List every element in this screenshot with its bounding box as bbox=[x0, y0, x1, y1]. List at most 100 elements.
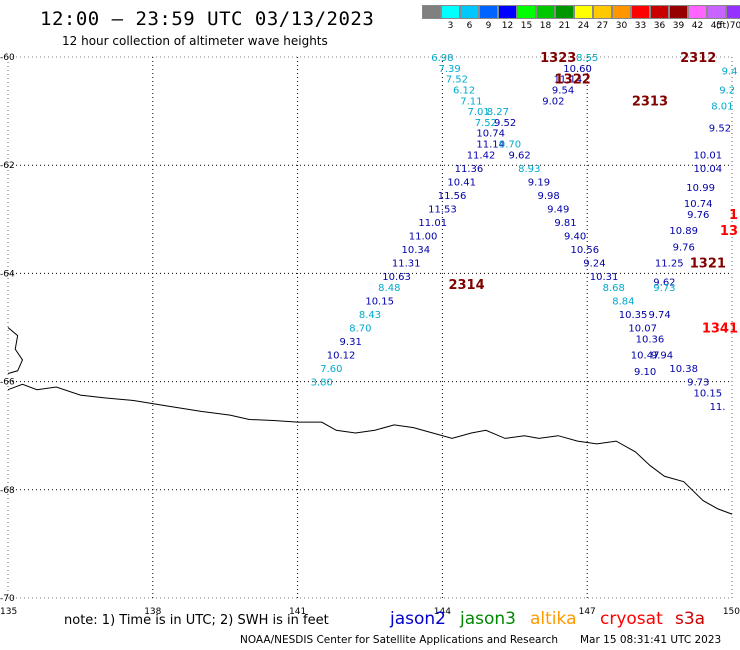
wave-height-label: 8.48 bbox=[378, 283, 400, 294]
pass-number-label: 2313 bbox=[632, 94, 668, 109]
wave-height-label: 9.19 bbox=[528, 177, 550, 188]
wave-height-label: 10.99 bbox=[686, 183, 715, 194]
legend-swatch bbox=[422, 5, 441, 19]
wave-height-label: 9.54 bbox=[552, 85, 574, 96]
lon-tick-label: 138 bbox=[144, 607, 161, 617]
wave-height-label: 3.80 bbox=[311, 378, 333, 389]
wave-height-label: 9.52 bbox=[494, 118, 516, 129]
lat-tick-label: -68 bbox=[0, 486, 15, 496]
wave-height-label: 10.60 bbox=[563, 64, 592, 75]
pass-number-label: 2312 bbox=[680, 51, 716, 66]
legend-swatch bbox=[688, 5, 707, 19]
wave-height-label: 9.73 bbox=[687, 378, 709, 389]
wave-height-label: 10.89 bbox=[669, 226, 698, 237]
wave-height-label: 11.14 bbox=[476, 140, 505, 151]
wave-height-label: 10.01 bbox=[694, 150, 723, 161]
wave-height-label: 8.43 bbox=[359, 310, 381, 321]
wave-height-label: 10.15 bbox=[365, 296, 394, 307]
wave-height-label: 9.76 bbox=[687, 210, 709, 221]
legend-label: 70 bbox=[729, 21, 740, 31]
pass-number-label: 1 bbox=[729, 208, 738, 223]
legend-label: 27 bbox=[596, 21, 609, 31]
wave-height-label: 9.81 bbox=[554, 218, 576, 229]
legend-label: 15 bbox=[520, 21, 533, 31]
wave-height-label: 9.74 bbox=[648, 310, 670, 321]
legend-label: 24 bbox=[577, 21, 590, 31]
legend-label: 45 bbox=[710, 21, 723, 31]
wave-height-label: 9.40 bbox=[564, 232, 586, 243]
wave-height-label: 7.39 bbox=[439, 64, 461, 75]
satellite-jason3: jason3 bbox=[460, 609, 516, 629]
wave-height-label: 11.31 bbox=[392, 259, 421, 270]
wave-height-label: 10.12 bbox=[327, 351, 356, 362]
pass-number-label: 1322 bbox=[555, 73, 591, 88]
lat-tick-label: -66 bbox=[0, 378, 15, 388]
wave-height-label: 8.70 bbox=[349, 324, 371, 335]
wave-height-label: 9.98 bbox=[537, 191, 559, 202]
legend-label: 33 bbox=[634, 21, 647, 31]
wave-height-label: 9.62 bbox=[508, 150, 530, 161]
legend-label: 21 bbox=[558, 21, 571, 31]
legend-labels: 3 6 9 12 15 18 21 24 27 30 33 36 39 42 45 70 bbox=[422, 21, 740, 31]
legend-label: 39 bbox=[672, 21, 685, 31]
legend-unit: (ft) bbox=[716, 21, 730, 31]
wave-height-label: 10.15 bbox=[694, 388, 723, 399]
legend-label: 18 bbox=[539, 21, 552, 31]
lat-tick-label: -64 bbox=[0, 269, 15, 279]
lon-tick-label: 141 bbox=[289, 607, 306, 617]
wave-height-label: 7.01 bbox=[467, 107, 489, 118]
satellite-jason2: jason2 bbox=[390, 609, 446, 629]
wave-height-label: 10.07 bbox=[628, 324, 657, 335]
wave-height-label: 11.01 bbox=[418, 218, 447, 229]
generation-timestamp: Mar 15 08:31:41 UTC 2023 bbox=[580, 634, 722, 646]
legend-swatch bbox=[669, 5, 688, 19]
wave-height-label: 8.27 bbox=[487, 107, 509, 118]
pass-number-label: 13 bbox=[720, 224, 738, 239]
lon-tick-label: 135 bbox=[0, 607, 17, 617]
legend-swatch bbox=[593, 5, 612, 19]
wave-height-label: 11.36 bbox=[455, 164, 484, 175]
wave-height-label: 9.2 bbox=[719, 85, 735, 96]
wave-height-label: 11.25 bbox=[655, 259, 684, 270]
footer-note: note: 1) Time is in UTC; 2) SWH is in fe… bbox=[64, 613, 329, 628]
lon-tick-label: 144 bbox=[434, 607, 451, 617]
map-title: 12:00 – 23:59 UTC 03/13/2023 bbox=[40, 8, 375, 30]
wave-height-label: 11.56 bbox=[438, 191, 467, 202]
wave-height-label: 11.53 bbox=[428, 204, 457, 215]
wave-height-label: 9.70 bbox=[499, 140, 521, 151]
credit-line: NOAA/NESDIS Center for Satellite Applica… bbox=[240, 634, 558, 646]
wave-height-label: 10.63 bbox=[382, 272, 411, 283]
wave-height-label: 8.55 bbox=[576, 53, 598, 64]
lon-tick-label: 150 bbox=[723, 607, 740, 617]
coastline-west bbox=[7, 327, 24, 374]
legend-swatch bbox=[441, 5, 460, 19]
satellite-cryosat: cryosat bbox=[600, 609, 663, 629]
wave-height-label: 10.38 bbox=[669, 364, 698, 375]
pass-number-label: 1323 bbox=[540, 51, 576, 66]
lat-tick-label: -70 bbox=[0, 594, 15, 604]
legend-swatch bbox=[574, 5, 593, 19]
legend-swatch bbox=[555, 5, 574, 19]
legend-swatch bbox=[517, 5, 536, 19]
wave-height-label: 10.35 bbox=[619, 310, 648, 321]
wave-height-label: 9.24 bbox=[583, 259, 605, 270]
map-subtitle: 12 hour collection of altimeter wave hei… bbox=[62, 34, 328, 48]
legend-swatch bbox=[650, 5, 669, 19]
wave-height-label: 9.94 bbox=[651, 351, 673, 362]
wave-height-label: 10.74 bbox=[476, 129, 505, 140]
legend-label: 30 bbox=[615, 21, 628, 31]
wave-height-label: 6.98 bbox=[431, 53, 453, 64]
wave-height-label: 9.4 bbox=[722, 67, 738, 78]
legend-swatch bbox=[460, 5, 479, 19]
wave-height-label: 10.56 bbox=[570, 245, 599, 256]
color-legend bbox=[422, 5, 740, 21]
legend-label: 6 bbox=[466, 21, 473, 31]
legend-label: 9 bbox=[485, 21, 492, 31]
pass-number-label: 1341 bbox=[702, 322, 738, 337]
wave-height-label: 9.52 bbox=[709, 123, 731, 134]
wave-height-label: 7.60 bbox=[320, 364, 342, 375]
wave-height-label: 9.62 bbox=[653, 278, 675, 289]
lon-tick-label: 147 bbox=[579, 607, 596, 617]
legend-label: 42 bbox=[691, 21, 704, 31]
legend-swatch bbox=[707, 5, 726, 19]
